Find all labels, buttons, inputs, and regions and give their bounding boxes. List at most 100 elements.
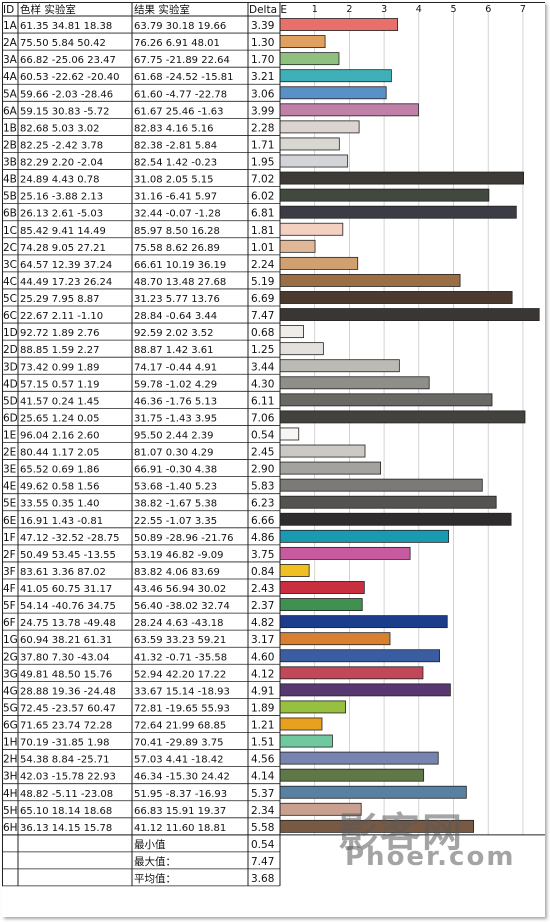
bar-3H <box>279 768 425 782</box>
row-sample-lab: 74.28 9.05 27.21 <box>20 243 106 254</box>
row-sample-lab: 72.45 -23.57 60.47 <box>20 703 116 714</box>
row-delta-e: 0.68 <box>251 327 274 339</box>
row-id: 1H <box>3 737 18 749</box>
row-delta-e: 3.44 <box>251 361 275 373</box>
row-id: 2F <box>3 549 16 561</box>
bar-3C <box>279 256 359 270</box>
row-id: 4F <box>3 583 16 595</box>
row-delta-e: 6.66 <box>251 515 275 527</box>
row-result-lab: 28.24 4.63 -43.18 <box>134 618 224 629</box>
row-result-lab: 82.38 -2.81 5.84 <box>134 140 217 151</box>
row-sample-lab: 50.49 53.45 -13.55 <box>20 550 116 561</box>
row-delta-e: 2.45 <box>251 447 274 459</box>
row-result-lab: 56.40 -38.02 32.74 <box>134 601 230 612</box>
row-delta-e: 5.37 <box>251 788 274 800</box>
row-delta-e: 1.21 <box>251 720 274 732</box>
row-sample-lab: 48.82 -5.11 -23.08 <box>20 789 113 800</box>
x-tick-label: 5 <box>451 4 457 15</box>
bar-5G <box>279 700 346 714</box>
row-sample-lab: 54.38 8.84 -25.71 <box>20 755 110 766</box>
row-delta-e: 4.86 <box>251 532 275 544</box>
row-sample-lab: 61.35 34.81 18.38 <box>20 21 112 32</box>
row-sample-lab: 65.52 0.69 1.86 <box>20 465 100 476</box>
row-delta-e: 4.12 <box>251 668 274 680</box>
row-result-lab: 66.83 15.91 19.37 <box>134 806 226 817</box>
x-tick-label: 4 <box>416 4 422 15</box>
row-id: 6F <box>3 617 16 629</box>
row-delta-e: 3.21 <box>251 71 274 83</box>
row-delta-e: 3.39 <box>251 20 274 32</box>
row-id: 4B <box>3 174 17 186</box>
row-id: 5F <box>3 600 16 612</box>
header-sample-lab: 色样 实验室 <box>20 3 76 16</box>
row-id: 4G <box>3 685 18 697</box>
row-id: 4H <box>3 788 18 800</box>
bar-2A <box>279 35 326 49</box>
bar-1A <box>279 18 399 31</box>
bar-5A <box>279 86 387 100</box>
row-sample-lab: 26.13 2.61 -5.03 <box>20 209 103 220</box>
bar-4H <box>279 785 467 799</box>
row-id: 6H <box>3 822 18 834</box>
row-delta-e: 4.91 <box>251 685 274 697</box>
row-delta-e: 0.54 <box>251 430 275 442</box>
row-delta-e: 1.01 <box>251 242 274 254</box>
watermark-subtext: Phoer.com <box>345 842 516 872</box>
row-result-lab: 41.32 -0.71 -35.58 <box>134 652 227 663</box>
row-sample-lab: 83.61 3.36 87.02 <box>20 567 106 578</box>
header-id: ID <box>3 4 14 16</box>
row-result-lab: 61.68 -24.52 -15.81 <box>134 72 233 83</box>
row-id: 5B <box>3 191 17 203</box>
row-sample-lab: 42.03 -15.78 22.93 <box>20 772 116 783</box>
row-id: 1G <box>3 634 18 646</box>
x-tick-label: 1 <box>312 4 318 15</box>
bar-2E <box>279 444 366 458</box>
row-delta-e: 3.17 <box>251 634 274 646</box>
row-delta-e: 5.58 <box>251 822 274 834</box>
row-id: 2D <box>3 344 18 356</box>
bar-1G <box>279 632 391 646</box>
row-result-lab: 31.08 2.05 5.15 <box>134 175 214 186</box>
bar-3A <box>279 52 340 66</box>
row-result-lab: 76.26 6.91 48.01 <box>134 38 220 49</box>
row-result-lab: 75.58 8.62 26.89 <box>134 243 220 254</box>
row-result-lab: 51.95 -8.37 -16.93 <box>134 789 227 800</box>
row-result-lab: 53.19 46.82 -9.09 <box>134 550 224 561</box>
row-delta-e: 3.99 <box>251 105 274 117</box>
row-result-lab: 46.36 -1.76 5.13 <box>134 396 217 407</box>
bar-4D <box>279 376 430 390</box>
bar-5E <box>279 495 497 509</box>
row-id: 6E <box>3 515 16 527</box>
row-delta-e: 6.81 <box>251 208 274 220</box>
row-delta-e: 2.28 <box>251 122 274 134</box>
bar-4A <box>279 69 392 83</box>
row-sample-lab: 44.49 17.23 26.24 <box>20 277 112 288</box>
summary-label: 最小值 <box>134 838 166 851</box>
bar-5D <box>279 393 493 407</box>
row-delta-e: 7.47 <box>251 310 274 322</box>
row-sample-lab: 64.57 12.39 37.24 <box>20 260 112 271</box>
row-sample-lab: 71.65 23.74 72.28 <box>20 721 112 732</box>
bar-4G <box>279 683 451 697</box>
summary-value: 7.47 <box>251 856 274 868</box>
row-result-lab: 66.91 -0.30 4.38 <box>134 465 217 476</box>
row-sample-lab: 25.16 -3.88 2.13 <box>20 192 103 203</box>
row-delta-e: 4.60 <box>251 651 274 663</box>
row-result-lab: 67.75 -21.89 22.64 <box>134 55 230 66</box>
row-result-lab: 53.68 -1.40 5.23 <box>134 482 217 493</box>
row-id: 2G <box>3 651 18 663</box>
row-sample-lab: 49.81 48.50 15.76 <box>20 669 112 680</box>
row-delta-e: 6.69 <box>251 293 274 305</box>
x-tick-label: 2 <box>346 4 352 15</box>
row-sample-lab: 82.68 5.03 3.02 <box>20 123 100 134</box>
row-delta-e: 2.24 <box>251 259 275 271</box>
row-delta-e: 2.43 <box>251 583 274 595</box>
row-id: 5G <box>3 702 18 714</box>
row-delta-e: 5.19 <box>251 276 274 288</box>
row-id: 5C <box>3 293 17 305</box>
bar-6G <box>279 717 323 731</box>
row-result-lab: 63.79 30.18 19.66 <box>134 21 226 32</box>
bar-6C <box>279 308 540 321</box>
row-result-lab: 31.23 5.77 13.76 <box>134 294 220 305</box>
row-id: 4E <box>3 481 16 493</box>
